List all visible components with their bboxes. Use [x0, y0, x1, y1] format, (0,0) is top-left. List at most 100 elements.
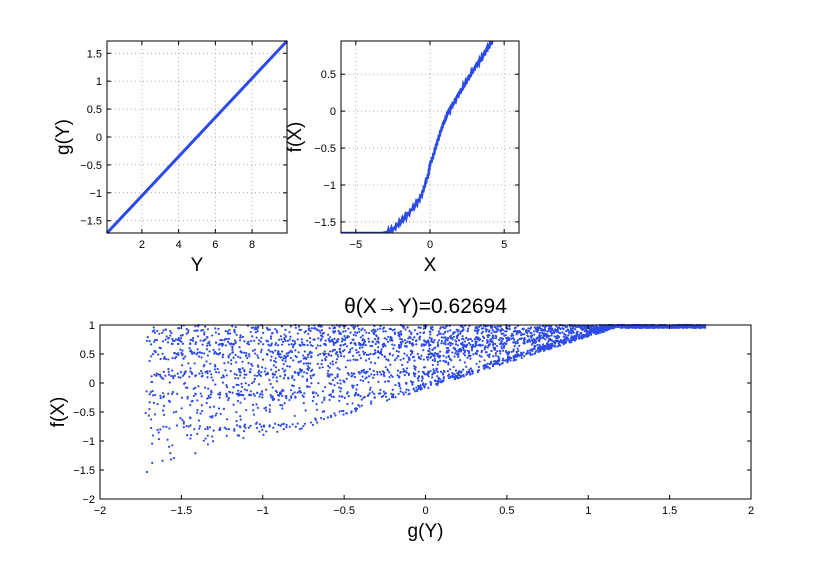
- data-point: [466, 371, 470, 374]
- data-point: [339, 350, 342, 354]
- data-point: [164, 328, 167, 331]
- data-point: [584, 334, 587, 337]
- data-point: [203, 333, 206, 336]
- data-point: [334, 341, 337, 344]
- data-point: [423, 340, 427, 343]
- data-point: [514, 342, 517, 345]
- data-point: [237, 377, 240, 380]
- data-point: [182, 422, 185, 425]
- data-point: [461, 346, 465, 349]
- data-point: [224, 369, 227, 372]
- data-point: [196, 399, 199, 402]
- data-point: [274, 349, 277, 352]
- data-point: [159, 394, 162, 397]
- data-point: [352, 358, 355, 361]
- data-point: [441, 380, 444, 383]
- data-point: [300, 341, 304, 344]
- data-point: [316, 421, 319, 424]
- data-point: [411, 352, 414, 355]
- data-point: [408, 330, 411, 333]
- data-point: [624, 326, 627, 329]
- data-point: [159, 428, 162, 431]
- data-point: [421, 376, 424, 379]
- data-point: [587, 332, 590, 336]
- data-point: [196, 411, 199, 414]
- data-point: [567, 334, 570, 337]
- data-point: [322, 417, 326, 421]
- data-point: [459, 332, 462, 335]
- data-point: [342, 413, 345, 416]
- data-point: [416, 332, 419, 335]
- data-point: [381, 345, 385, 349]
- data-point: [189, 403, 192, 406]
- data-point: [412, 355, 416, 358]
- data-point: [344, 342, 347, 346]
- data-point: [300, 368, 304, 372]
- data-point: [241, 360, 244, 363]
- data-point: [196, 335, 200, 338]
- data-point: [382, 390, 385, 393]
- data-point: [296, 338, 299, 341]
- data-point: [541, 331, 544, 334]
- data-point: [190, 372, 194, 375]
- data-point: [338, 386, 341, 389]
- data-point: [319, 352, 322, 356]
- data-point: [275, 376, 278, 379]
- data-point: [420, 354, 423, 357]
- data-point: [300, 427, 303, 430]
- data-point: [415, 386, 418, 389]
- data-point: [279, 335, 282, 338]
- data-point: [194, 374, 198, 377]
- data-point: [248, 370, 251, 373]
- data-point: [311, 423, 315, 426]
- data-point: [413, 359, 416, 362]
- data-point: [400, 333, 403, 336]
- data-point: [439, 326, 442, 329]
- data-point: [290, 395, 293, 398]
- data-point: [317, 337, 320, 340]
- data-point: [195, 341, 198, 344]
- data-point: [453, 373, 456, 376]
- data-point: [336, 373, 339, 376]
- data-point: [446, 330, 449, 333]
- data-point: [239, 374, 242, 377]
- data-point: [363, 329, 366, 332]
- data-point: [444, 341, 447, 344]
- data-point: [392, 347, 395, 350]
- data-point: [281, 394, 284, 398]
- data-point: [575, 335, 578, 338]
- data-point: [239, 401, 242, 404]
- data-point: [238, 434, 241, 437]
- data-point: [499, 329, 502, 332]
- y-tick-label: −0.5: [73, 407, 95, 419]
- data-point: [290, 350, 293, 353]
- data-point: [448, 357, 452, 361]
- data-point: [197, 355, 201, 358]
- data-point: [204, 338, 207, 341]
- data-point: [339, 379, 342, 382]
- data-point: [322, 352, 325, 355]
- data-point: [206, 354, 209, 357]
- data-point: [285, 423, 288, 426]
- data-point: [281, 404, 284, 407]
- data-point: [527, 335, 530, 338]
- data-point: [492, 363, 495, 366]
- data-point: [438, 359, 442, 362]
- data-point: [383, 337, 386, 340]
- data-point: [166, 438, 169, 441]
- data-point: [446, 339, 449, 342]
- data-point: [186, 395, 189, 398]
- data-point: [238, 339, 242, 342]
- data-point: [551, 328, 554, 331]
- data-point: [307, 325, 310, 328]
- data-point: [533, 326, 536, 329]
- data-point: [171, 356, 174, 360]
- data-point: [296, 422, 299, 425]
- data-point: [338, 410, 341, 413]
- data-point: [338, 331, 341, 334]
- data-point: [391, 339, 394, 342]
- data-point: [690, 325, 693, 328]
- data-point: [490, 360, 493, 363]
- data-point: [270, 355, 273, 358]
- data-point: [351, 347, 354, 350]
